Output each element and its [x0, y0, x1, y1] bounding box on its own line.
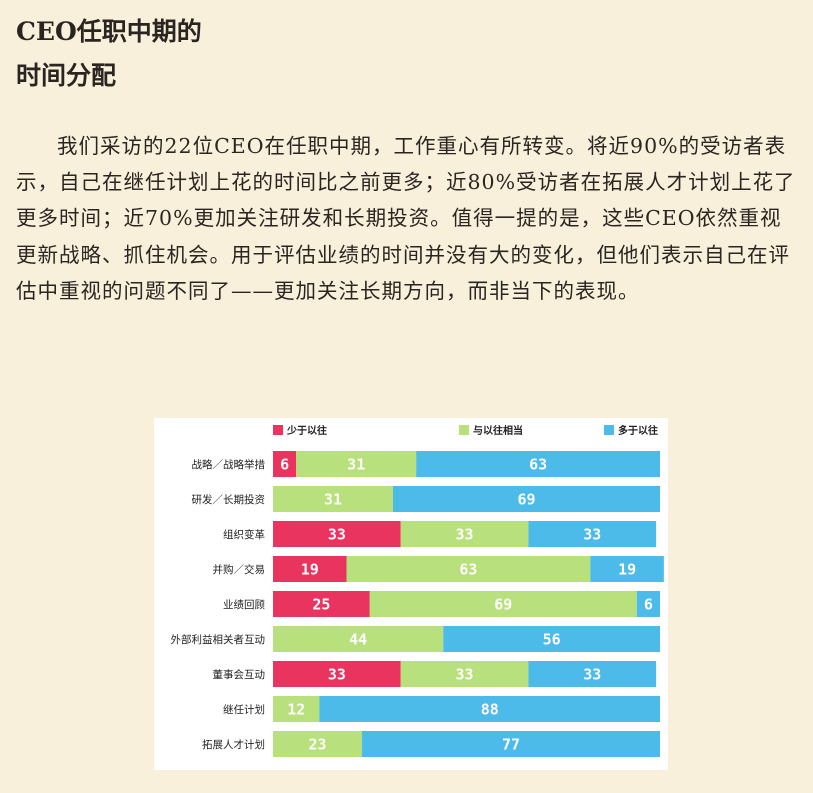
data-label: 69	[517, 491, 535, 509]
bar-segment	[273, 696, 320, 722]
data-label: 44	[349, 631, 367, 649]
data-label: 33	[328, 666, 346, 684]
bar-row: 拓展人才计划 23 77	[202, 731, 660, 757]
bar-segment	[273, 521, 401, 547]
data-label: 33	[583, 666, 601, 684]
bar-segment	[346, 556, 591, 582]
data-label: 63	[529, 456, 547, 474]
data-label: 25	[312, 596, 330, 614]
bar-row: 并购／交易 19 63 19	[213, 556, 664, 582]
bar-segment	[273, 486, 393, 512]
bar-segment	[528, 521, 657, 547]
data-label: 88	[481, 701, 499, 719]
data-label: 33	[456, 666, 474, 684]
bar-segment	[273, 661, 401, 687]
bar-row: 继任计划 12 88	[223, 696, 660, 722]
data-label: 69	[494, 596, 512, 614]
category-label: 研发／长期投资	[192, 493, 266, 506]
bar-row: 组织变革 33 33 33	[223, 521, 657, 547]
category-label: 外部利益相关者互动	[171, 633, 266, 646]
data-label: 6	[644, 596, 653, 614]
category-label: 董事会互动	[213, 668, 266, 681]
bar-segment	[400, 661, 529, 687]
data-label: 31	[324, 491, 342, 509]
body-paragraph: 我们采访的22位CEO在任职中期，工作重心有所转变。将近90%的受访者表示，自己…	[16, 134, 796, 303]
legend-swatch	[604, 425, 614, 435]
data-label: 33	[456, 526, 474, 544]
section-heading-line-1: CEO任职中期的	[16, 17, 202, 46]
category-label: 拓展人才计划	[202, 738, 265, 751]
data-label: 56	[543, 631, 561, 649]
data-label: 33	[583, 526, 601, 544]
category-label: 战略／战略举措	[192, 458, 266, 471]
bar-segment	[636, 591, 660, 617]
bar-segment	[273, 731, 363, 757]
data-label: 19	[301, 561, 319, 579]
bar-segment	[273, 451, 297, 477]
data-label: 6	[280, 456, 289, 474]
bar-segment	[273, 626, 444, 652]
section-heading-line-2: 时间分配	[16, 61, 117, 90]
data-label: 12	[287, 701, 305, 719]
data-label: 23	[308, 736, 326, 754]
section-heading: CEO任职中期的 时间分配	[16, 10, 202, 98]
legend-item: 少于以往	[273, 424, 327, 437]
legend-label: 多于以往	[618, 424, 658, 437]
data-label: 63	[459, 561, 477, 579]
legend-item: 多于以往	[604, 424, 658, 437]
category-label: 继任计划	[223, 703, 265, 716]
legend-swatch	[273, 425, 283, 435]
bar-segment	[273, 591, 370, 617]
bar-segment	[273, 556, 347, 582]
bar-segment	[416, 451, 660, 477]
bar-row: 业绩回顾 25 69 6	[223, 591, 660, 617]
bar-segment	[319, 696, 660, 722]
bar-segment	[369, 591, 637, 617]
bar-row: 研发／长期投资 31 69	[192, 486, 660, 512]
bar-segment	[528, 661, 657, 687]
chart-panel: 少于以往 与以往相当 多于以往战略／战略举措 6 31 63 研发／长期投资 31 69 组织变革…	[154, 418, 668, 770]
legend-label: 与以往相当	[473, 424, 523, 437]
bar-segment	[400, 521, 529, 547]
bar-segment	[392, 486, 660, 512]
bar-row: 战略／战略举措 6 31 63	[192, 451, 660, 477]
category-label: 并购／交易	[213, 563, 266, 576]
category-label: 业绩回顾	[223, 598, 265, 611]
bar-segment	[296, 451, 417, 477]
bar-row: 董事会互动 33 33 33	[213, 661, 657, 687]
category-label: 组织变革	[223, 528, 265, 541]
legend-label: 少于以往	[286, 424, 327, 437]
data-label: 33	[328, 526, 346, 544]
data-label: 19	[618, 561, 636, 579]
bar-segment	[443, 626, 660, 652]
bar-segment	[362, 731, 660, 757]
bar-row: 外部利益相关者互动 44 56	[171, 626, 660, 652]
legend-swatch	[459, 425, 469, 435]
data-label: 77	[502, 736, 520, 754]
legend-item: 与以往相当	[459, 424, 523, 437]
bar-segment	[590, 556, 664, 582]
data-label: 31	[347, 456, 365, 474]
